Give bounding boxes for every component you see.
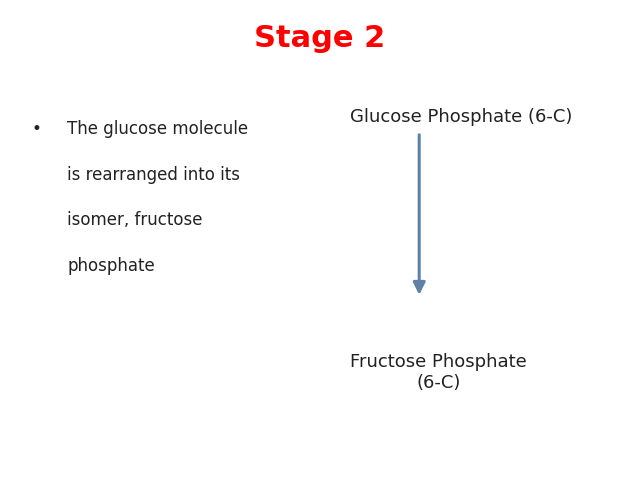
Text: isomer, fructose: isomer, fructose [67, 211, 203, 229]
Text: Fructose Phosphate
(6-C): Fructose Phosphate (6-C) [350, 353, 527, 392]
Text: Stage 2: Stage 2 [254, 24, 386, 53]
Text: phosphate: phosphate [67, 257, 155, 275]
Text: is rearranged into its: is rearranged into its [67, 166, 240, 183]
Text: The glucose molecule: The glucose molecule [67, 120, 248, 138]
Text: •: • [32, 120, 42, 138]
Text: Glucose Phosphate (6-C): Glucose Phosphate (6-C) [349, 108, 572, 126]
